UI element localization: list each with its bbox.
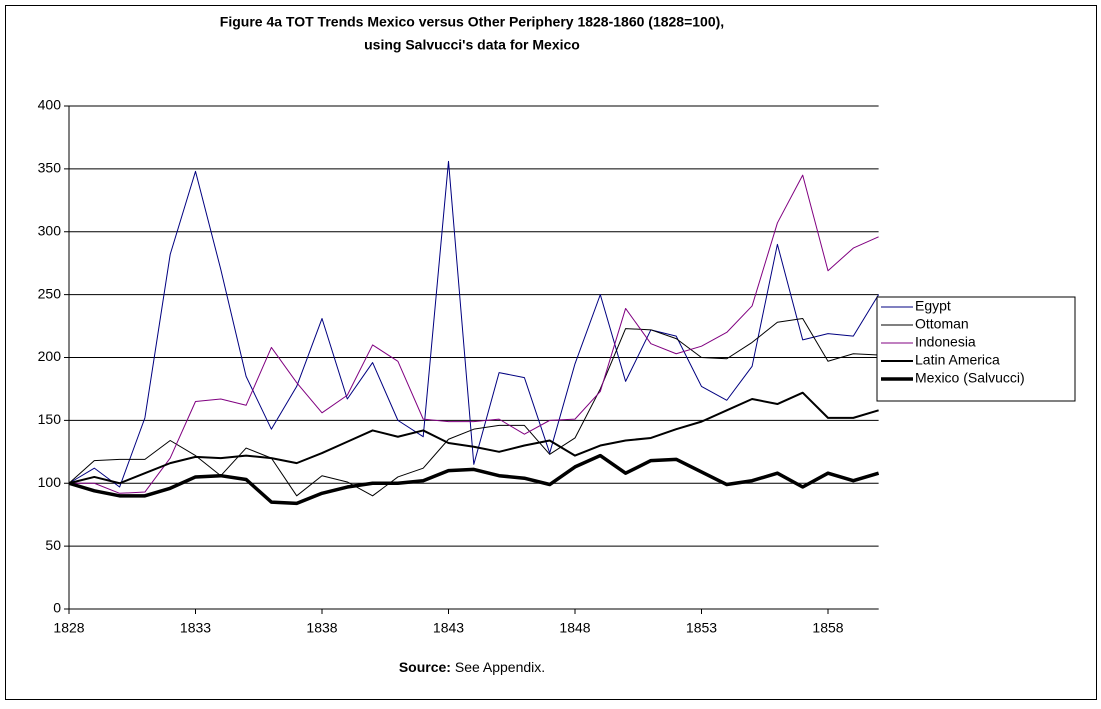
y-tick-label: 350 (38, 160, 62, 176)
y-tick-label: 250 (38, 285, 62, 301)
chart-title: using Salvucci's data for Mexico (364, 37, 580, 53)
y-tick-label: 200 (38, 348, 62, 364)
y-tick-label: 100 (38, 474, 62, 490)
y-tick-label: 50 (45, 537, 61, 553)
y-tick-label: 400 (38, 97, 62, 113)
y-tick-label: 0 (53, 600, 61, 616)
y-tick-label: 150 (38, 411, 62, 427)
x-tick-label: 1858 (812, 620, 843, 636)
x-tick-label: 1843 (433, 620, 464, 636)
x-tick-label: 1838 (306, 620, 337, 636)
series-line (69, 174, 879, 494)
legend-label: Mexico (Salvucci) (915, 370, 1025, 386)
y-tick-label: 300 (38, 222, 62, 238)
x-tick-label: 1828 (53, 620, 84, 636)
legend-label: Egypt (915, 298, 951, 314)
source-note: Source: See Appendix. (399, 659, 545, 675)
x-tick-label: 1853 (686, 620, 717, 636)
legend-label: Latin America (915, 352, 1000, 368)
legend-label: Ottoman (915, 316, 969, 332)
series-line (68, 160, 880, 488)
series-line (68, 391, 879, 485)
x-tick-label: 1833 (180, 620, 211, 636)
series-line (68, 453, 880, 506)
legend-box (876, 296, 1076, 402)
chart-title: Figure 4a TOT Trends Mexico versus Other… (220, 14, 724, 30)
source-text: See Appendix. (455, 659, 545, 675)
x-tick-label: 1848 (559, 620, 590, 636)
series-line (68, 318, 879, 497)
legend-label: Indonesia (915, 334, 976, 350)
source-label: Source: (399, 659, 451, 675)
